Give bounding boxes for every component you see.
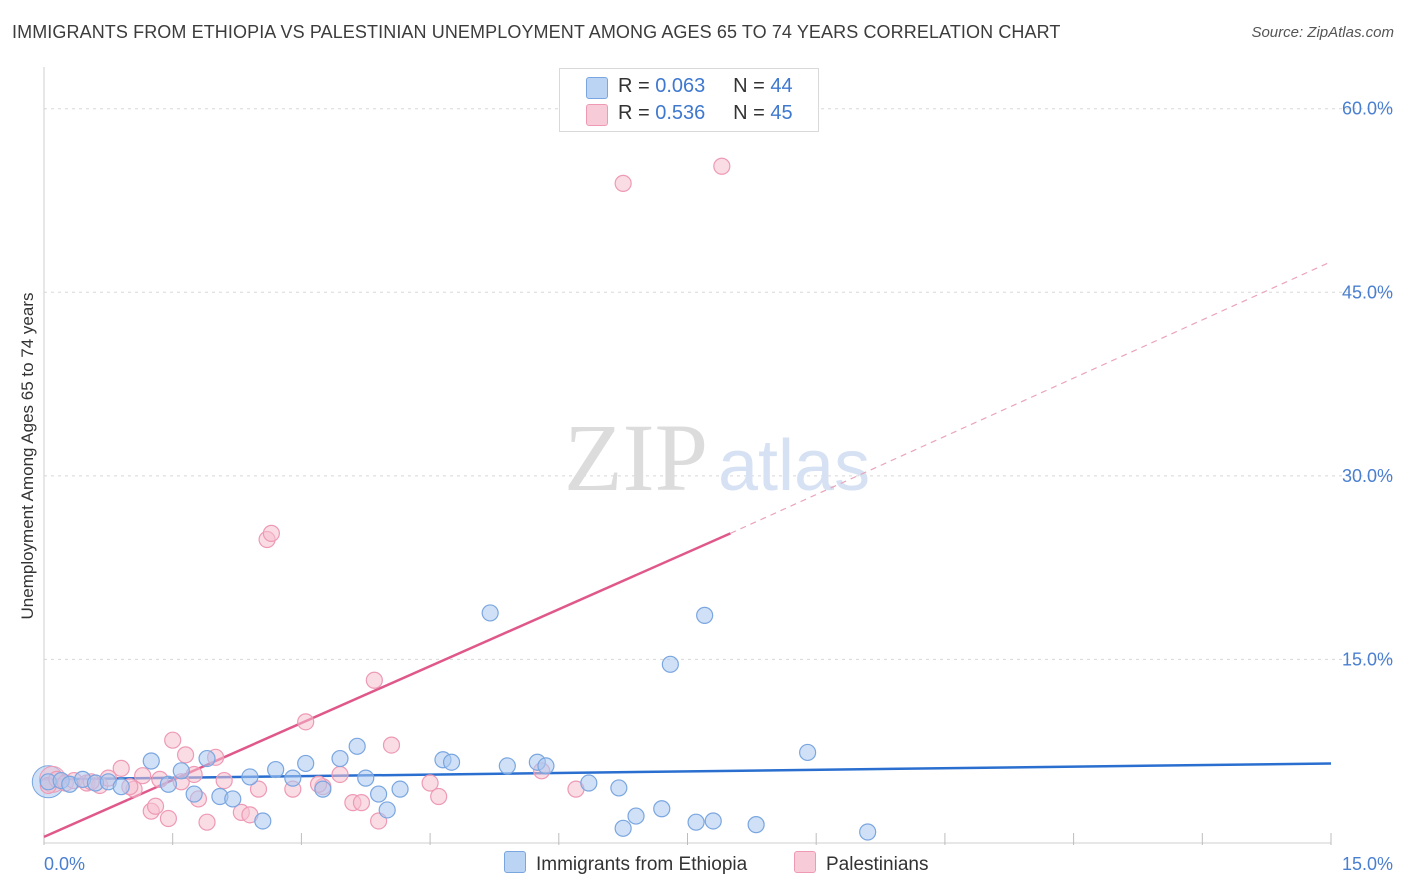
legend-swatch-pink xyxy=(586,104,608,126)
point-ethiopia xyxy=(172,762,190,780)
point-palestinians xyxy=(262,524,280,542)
chart-title: IMMIGRANTS FROM ETHIOPIA VS PALESTINIAN … xyxy=(12,22,1061,42)
point-ethiopia xyxy=(799,743,817,762)
point-ethiopia xyxy=(391,780,409,798)
point-palestinians xyxy=(713,157,731,175)
bottom-legend-swatch-pink xyxy=(794,851,816,873)
bottom-legend-ethiopia: Immigrants from Ethiopia xyxy=(504,851,747,876)
point-ethiopia xyxy=(348,737,366,755)
legend-n-value: 45 xyxy=(770,102,793,124)
point-ethiopia xyxy=(704,812,722,830)
point-ethiopia xyxy=(314,780,332,798)
point-ethiopia xyxy=(357,769,375,787)
y-tick-label: 60.0% xyxy=(1342,99,1393,119)
point-ethiopia xyxy=(224,790,242,808)
point-ethiopia xyxy=(370,785,388,803)
point-palestinians xyxy=(134,767,152,785)
legend-r-label: R = xyxy=(618,75,650,97)
point-ethiopia xyxy=(112,778,130,796)
x-tick-label: 15.0% xyxy=(1342,854,1393,874)
point-ethiopia xyxy=(747,816,765,834)
correlation-legend: R = 0.063 N = 44 R = 0.536 N = 45 xyxy=(559,68,819,132)
point-ethiopia xyxy=(580,774,598,792)
bottom-legend-label: Palestinians xyxy=(826,854,929,875)
point-palestinians xyxy=(112,759,130,777)
point-ethiopia xyxy=(661,655,679,673)
point-ethiopia xyxy=(185,785,203,803)
point-palestinians xyxy=(382,736,401,754)
watermark: ZIP atlas xyxy=(564,404,870,511)
legend-r-value: 0.063 xyxy=(655,75,706,97)
legend-swatch-blue xyxy=(586,77,608,99)
x-tick-label: 0.0% xyxy=(44,854,85,874)
point-ethiopia xyxy=(614,819,632,837)
point-ethiopia xyxy=(284,769,302,787)
point-ethiopia xyxy=(378,801,396,819)
point-ethiopia xyxy=(696,606,714,624)
point-ethiopia xyxy=(859,823,877,841)
y-tick-label: 15.0% xyxy=(1342,649,1393,669)
source-label: Source: ZipAtlas.com xyxy=(1251,24,1394,41)
point-palestinians xyxy=(249,780,268,798)
point-palestinians xyxy=(365,671,383,689)
point-ethiopia xyxy=(610,779,628,797)
point-palestinians xyxy=(297,713,315,731)
axes xyxy=(43,67,1332,845)
point-palestinians xyxy=(146,797,165,815)
y-tick-label: 45.0% xyxy=(1342,282,1393,302)
legend-n-label: N = xyxy=(733,102,765,124)
point-palestinians xyxy=(421,774,439,792)
point-ethiopia xyxy=(687,813,705,831)
point-palestinians xyxy=(331,765,349,784)
data-points xyxy=(31,157,877,841)
legend-r-value: 0.536 xyxy=(655,102,706,124)
point-palestinians xyxy=(176,746,195,764)
y-tick-label: 30.0% xyxy=(1342,466,1393,486)
trend-lines xyxy=(43,261,1332,839)
legend-r-label: R = xyxy=(618,102,650,124)
bottom-legend-swatch-blue xyxy=(504,851,526,873)
point-palestinians xyxy=(352,794,371,812)
watermark-atlas: atlas xyxy=(718,426,870,506)
point-ethiopia xyxy=(297,754,315,773)
point-ethiopia xyxy=(627,807,645,825)
point-palestinians xyxy=(430,787,448,806)
point-ethiopia xyxy=(481,604,499,622)
point-palestinians xyxy=(215,771,233,790)
legend-n-label: N = xyxy=(733,75,765,97)
point-palestinians xyxy=(164,731,182,749)
point-palestinians xyxy=(198,813,216,831)
point-ethiopia xyxy=(241,768,259,786)
point-ethiopia xyxy=(498,757,516,775)
point-ethiopia xyxy=(537,757,555,775)
bottom-legend-palestinians: Palestinians xyxy=(794,851,928,876)
watermark-zip: ZIP xyxy=(564,404,708,511)
point-ethiopia xyxy=(331,749,349,768)
point-ethiopia xyxy=(142,752,160,770)
point-ethiopia xyxy=(442,753,461,771)
point-palestinians xyxy=(614,174,632,192)
trend-line-ethiopia xyxy=(43,762,1332,781)
point-ethiopia xyxy=(267,760,285,779)
point-ethiopia xyxy=(653,800,671,818)
point-ethiopia xyxy=(159,775,178,793)
y-tick-labels: 15.0% 30.0% 45.0% 60.0% xyxy=(1342,99,1393,670)
point-ethiopia xyxy=(198,749,216,768)
x-tick-labels: 0.0% 15.0% xyxy=(44,854,1393,874)
bottom-legend-label: Immigrants from Ethiopia xyxy=(536,854,748,875)
point-palestinians xyxy=(159,809,178,828)
point-ethiopia xyxy=(254,812,272,830)
legend-n-value: 44 xyxy=(770,75,793,97)
gridlines xyxy=(44,108,1392,660)
trend-line-palestinians xyxy=(43,532,731,839)
